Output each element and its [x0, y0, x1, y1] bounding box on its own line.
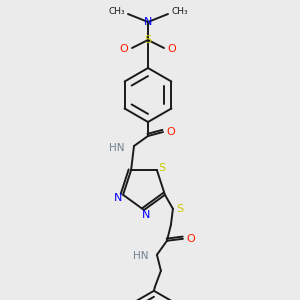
- Text: CH₃: CH₃: [171, 8, 188, 16]
- Text: CH₃: CH₃: [108, 8, 125, 16]
- Text: HN: HN: [134, 251, 149, 261]
- Text: O: O: [168, 44, 176, 54]
- Text: O: O: [187, 234, 195, 244]
- Text: S: S: [176, 204, 184, 214]
- Text: N: N: [144, 17, 152, 27]
- Text: HN: HN: [110, 143, 125, 153]
- Text: N: N: [142, 210, 150, 220]
- Text: O: O: [167, 127, 176, 137]
- Text: N: N: [114, 193, 122, 203]
- Text: S: S: [158, 163, 166, 173]
- Text: S: S: [144, 35, 152, 45]
- Text: O: O: [120, 44, 128, 54]
